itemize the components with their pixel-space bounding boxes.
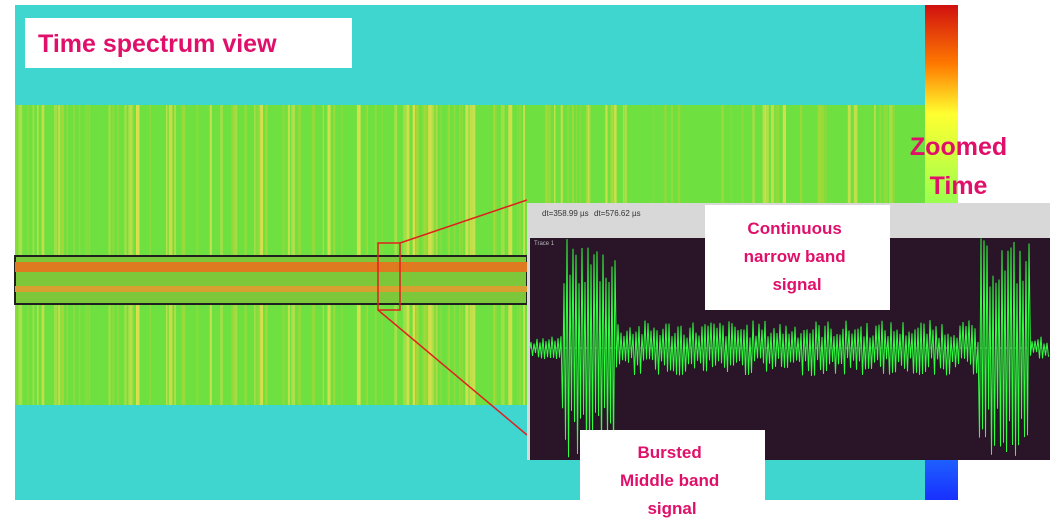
- narrow-band-stripe: [15, 286, 527, 292]
- screenshot: Time spectrum view Zoomed Time view dt=3…: [0, 0, 1050, 524]
- trace-label: Trace 1: [534, 241, 555, 247]
- inset-header: dt=358.99 µs: [542, 209, 589, 218]
- title: Time spectrum view: [38, 30, 277, 58]
- narrow-band-stripe: [15, 262, 527, 272]
- inset-header: dt=576.62 µs: [594, 209, 641, 218]
